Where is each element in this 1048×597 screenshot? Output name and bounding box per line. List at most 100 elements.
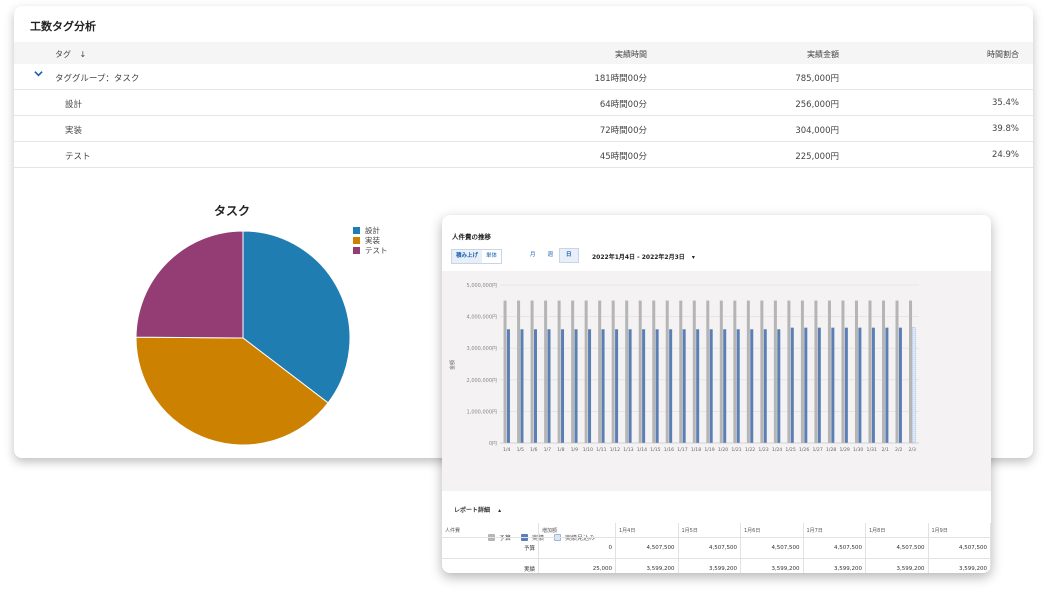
y-tick-label: 1,000,000円	[467, 409, 497, 415]
x-tick-label: 1/23	[758, 447, 768, 453]
x-tick-label: 1/31	[867, 447, 877, 453]
legend-item[interactable]: テスト	[353, 245, 388, 255]
y-tick-label: 0円	[489, 441, 497, 447]
month-button[interactable]: 月	[530, 252, 536, 258]
legend-item[interactable]: 実装	[353, 235, 388, 245]
bar-budget	[665, 300, 669, 443]
single-button[interactable]: 単体	[486, 253, 498, 259]
x-tick-label: 1/4	[503, 447, 510, 453]
pie-slice[interactable]	[135, 230, 244, 339]
row-amount: 225,000円	[795, 152, 839, 162]
cell: 3,599,200	[615, 558, 679, 573]
day-button[interactable]: 日	[559, 248, 579, 263]
row-amount: 304,000円	[795, 126, 839, 136]
bar-budget	[544, 300, 548, 443]
x-tick-label: 1/27	[812, 447, 822, 453]
header-cell: 1月4日	[615, 523, 679, 538]
y-tick-label: 3,000,000円	[467, 346, 497, 352]
group-row[interactable]: タググループ：タスク 181時間00分 785,000円	[14, 64, 1033, 90]
pie-slice[interactable]	[135, 336, 329, 446]
group-hours: 181時間00分	[594, 74, 647, 84]
x-tick-label: 1/6	[530, 447, 537, 453]
header-cell: 1月5日	[678, 523, 741, 538]
chevron-up-icon: ▴	[498, 507, 502, 514]
report-detail-toggle[interactable]: レポート詳細 ▴	[454, 507, 502, 514]
row-tag: 設計	[65, 100, 83, 110]
x-tick-label: 1/24	[772, 447, 782, 453]
x-tick-label: 1/5	[517, 447, 524, 453]
bar-forecast	[912, 327, 916, 444]
bar-budget	[787, 300, 791, 443]
stacked-button[interactable]: 積み上げ	[452, 250, 483, 263]
bar-budget	[692, 300, 696, 443]
x-tick-label: 1/15	[650, 447, 660, 453]
header-cell: 人件費	[442, 523, 539, 538]
bar-actual	[736, 329, 740, 443]
bar-actual	[682, 329, 686, 443]
cell: 4,507,500	[740, 537, 804, 559]
bar-budget	[760, 300, 764, 443]
date-range-picker[interactable]: 2022年1月4日 - 2022年2月3日 ▾	[592, 254, 695, 261]
row-ratio: 35.4%	[991, 98, 1019, 108]
bar-actual	[790, 327, 794, 443]
week-button[interactable]: 週	[547, 252, 554, 258]
header-cell: 1月8日	[865, 523, 929, 538]
x-tick-label: 1/29	[839, 447, 849, 453]
bar-actual	[669, 329, 673, 443]
bar-actual	[831, 327, 835, 443]
col-amount-header[interactable]: 実績金額	[807, 50, 839, 59]
legend-swatch	[353, 236, 360, 244]
bar-budget	[733, 300, 737, 443]
col-tag-header[interactable]: タグ ↓	[55, 50, 87, 59]
bar-actual	[561, 329, 565, 443]
bar-budget	[571, 300, 575, 443]
bar-budget	[868, 300, 872, 443]
x-tick-label: 1/11	[596, 447, 606, 453]
chevron-down-icon[interactable]	[34, 69, 43, 81]
x-tick-label: 2/1	[882, 447, 889, 453]
x-tick-label: 1/30	[853, 447, 863, 453]
col-hours-header[interactable]: 実績時間	[615, 50, 647, 59]
cell: 0	[538, 537, 616, 559]
cell: 4,507,500	[803, 537, 866, 559]
bar-actual	[885, 327, 889, 443]
dropdown-icon: ▾	[691, 254, 695, 261]
bar-actual	[574, 329, 578, 443]
labor-cost-panel: 人件費の推移 積み上げ 単体 月 週 日 2022年1月4日 - 2022年2月…	[442, 215, 991, 573]
bar-budget	[598, 300, 602, 443]
x-tick-label: 1/19	[704, 447, 714, 453]
y-axis-label: 金額	[449, 360, 456, 370]
row-ratio: 24.9%	[991, 150, 1019, 160]
bar-budget	[773, 300, 777, 443]
bar-budget	[557, 300, 561, 443]
pie-legend: 設計 実装 テスト	[353, 225, 388, 255]
bar-budget	[909, 300, 913, 443]
group-label: タググループ：タスク	[55, 74, 140, 84]
bar-budget	[841, 300, 845, 443]
row-amount: 256,000円	[795, 100, 839, 110]
bar-budget	[652, 300, 656, 443]
sort-arrow-icon: ↓	[79, 50, 87, 59]
bar-actual	[898, 327, 902, 443]
bar-budget	[854, 300, 858, 443]
legend-item[interactable]: 設計	[353, 225, 388, 235]
cell: 3,599,200	[678, 558, 741, 573]
cell: 3,599,200	[865, 558, 929, 573]
bar-actual	[533, 329, 537, 443]
table-row: 設計 64時間00分 256,000円 35.4%	[14, 90, 1033, 116]
table-header: タグ ↓ 実績時間 実績金額 時間割合	[14, 42, 1033, 64]
bar-actual	[506, 329, 510, 443]
bar-actual	[763, 329, 767, 443]
cell: 3,599,200	[928, 558, 991, 573]
bar-actual	[547, 329, 551, 443]
bar-actual	[777, 329, 781, 443]
legend-swatch	[353, 246, 360, 254]
col-ratio-header[interactable]: 時間割合	[987, 50, 1019, 59]
report-table: 人件費 増加額 1月4日 1月5日 1月6日 1月7日 1月8日 1月9日 予算…	[442, 523, 991, 573]
bar-actual	[615, 329, 619, 443]
bar-budget	[503, 300, 507, 443]
chart-area: 金額 0円 1,000,000円 2,000,000円 3,000,000円 4,000,…	[442, 271, 991, 547]
bar-budget	[706, 300, 710, 443]
pie-slice[interactable]	[242, 230, 351, 404]
group-amount: 785,000円	[795, 74, 839, 84]
